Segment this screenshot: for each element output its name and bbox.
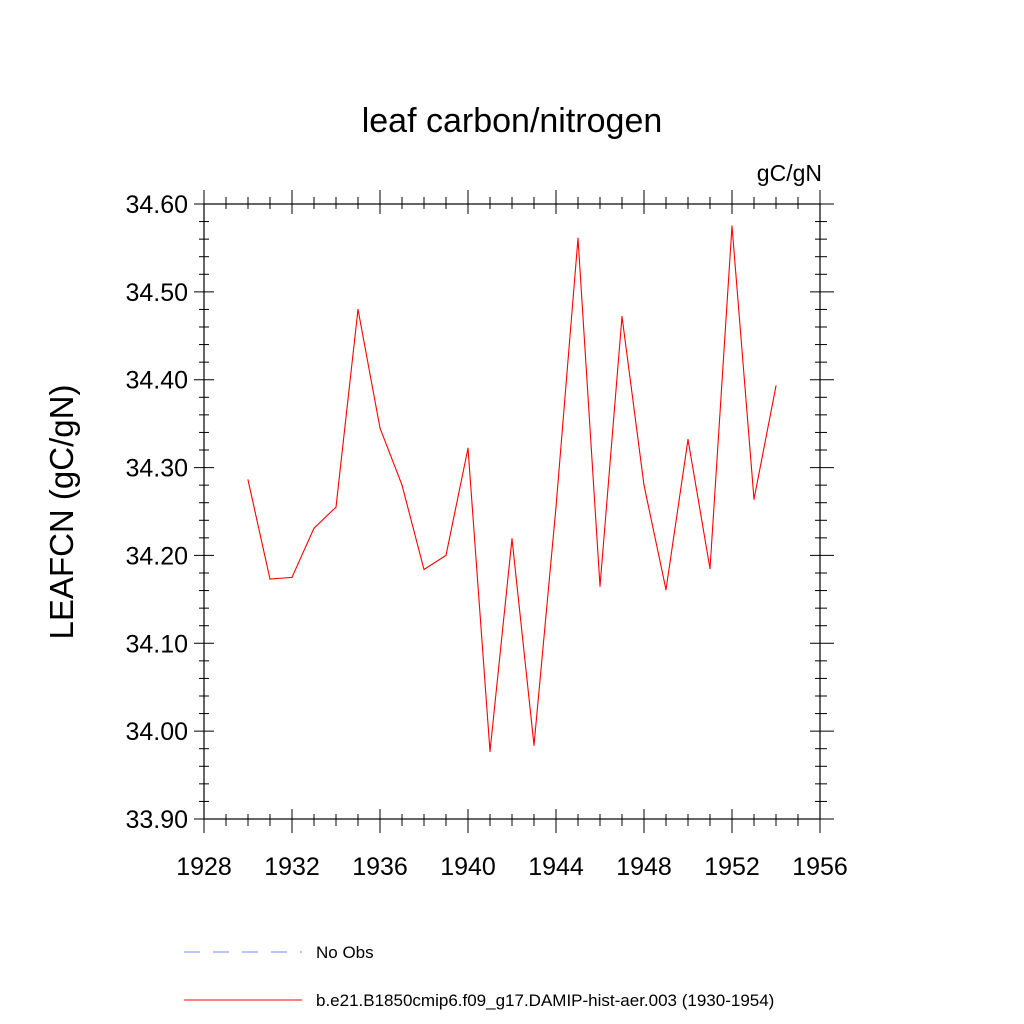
- legend-label: b.e21.B1850cmip6.f09_g17.DAMIP-hist-aer.…: [316, 991, 774, 1010]
- data-point: [489, 750, 491, 752]
- y-axis-label: LEAFCN (gC/gN): [43, 385, 80, 640]
- data-point: [687, 438, 689, 441]
- data-point: [775, 385, 777, 387]
- data-point: [555, 506, 557, 508]
- data-point: [665, 589, 667, 591]
- data-point: [445, 554, 447, 557]
- data-point: [709, 568, 711, 570]
- y-tick-label: 34.20: [125, 542, 188, 570]
- data-point: [291, 576, 293, 578]
- x-tick-label: 1944: [528, 853, 584, 881]
- series-layer: [247, 225, 777, 752]
- x-tick-label: 1928: [176, 853, 232, 881]
- y-tick-label: 34.60: [125, 191, 188, 219]
- data-point: [731, 225, 733, 227]
- data-point: [247, 479, 249, 481]
- x-tick-label: 1932: [264, 853, 320, 881]
- y-tick-label: 34.30: [125, 455, 188, 483]
- data-point: [423, 568, 425, 571]
- y-tick-label: 34.00: [125, 718, 188, 746]
- data-point: [379, 427, 381, 429]
- x-tick-label: 1956: [792, 853, 848, 881]
- chart-title: leaf carbon/nitrogen: [362, 102, 663, 140]
- data-point: [511, 538, 513, 540]
- data-point: [577, 237, 579, 239]
- data-point: [643, 484, 645, 486]
- data-point: [753, 498, 755, 500]
- x-tick-label: 1948: [616, 853, 672, 881]
- units-label: gC/gN: [757, 160, 822, 186]
- x-tick-label: 1936: [352, 853, 408, 881]
- data-point: [599, 585, 601, 587]
- legend: No Obs b.e21.B1850cmip6.f09_g17.DAMIP-his…: [184, 943, 774, 1010]
- series-line: [247, 225, 777, 752]
- y-tick-label: 33.90: [125, 806, 188, 834]
- x-tick-label: 1940: [440, 853, 496, 881]
- data-point: [401, 484, 403, 486]
- data-point: [467, 447, 469, 449]
- data-point: [335, 506, 337, 508]
- y-tick-label: 34.40: [125, 367, 188, 395]
- legend-label: No Obs: [316, 943, 374, 962]
- y-tick-label: 34.50: [125, 279, 188, 307]
- data-point: [533, 744, 535, 746]
- data-point: [313, 527, 315, 529]
- axis-ticks: 33.90 34.00 34.10 34.20 34.30 34.40 34.50 34.60…: [125, 190, 848, 881]
- y-tick-label: 34.10: [125, 630, 188, 658]
- x-tick-label: 1952: [704, 853, 760, 881]
- data-point: [621, 315, 623, 318]
- data-point: [269, 578, 271, 580]
- data-point: [357, 308, 359, 311]
